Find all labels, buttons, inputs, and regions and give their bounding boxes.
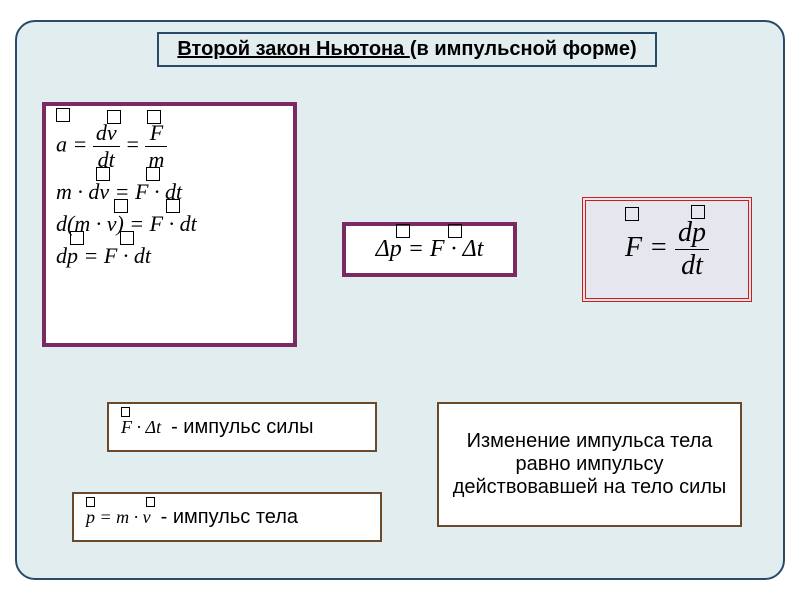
title-rest: (в импульсной форме) — [410, 38, 637, 60]
rf-den: dt — [675, 250, 709, 282]
statement-text: Изменение импульса тела равно импульсу д… — [451, 430, 728, 499]
title-underlined: Второй закон Ньютона — [177, 38, 409, 60]
slide-frame: Второй закон Ньютона (в импульсной форме… — [15, 20, 785, 580]
deriv-line-4: dp = F · dt — [56, 243, 283, 269]
derivation-box: a = dv dt = F m m · dv = F · dt d(m · v)… — [42, 102, 297, 347]
impulse-body-label: - импульс тела — [161, 506, 298, 529]
rf-lhs: F — [625, 232, 642, 263]
eq-a: a — [56, 132, 67, 157]
deriv-line-3: d(m · v) = F · dt — [56, 211, 283, 237]
impulse-body-box: p = m · v - импульс тела — [72, 492, 382, 542]
impulse-body-formula: p = m · v — [86, 507, 151, 528]
statement-box: Изменение импульса тела равно импульсу д… — [437, 402, 742, 527]
rf-num: dp — [678, 217, 706, 248]
impulse-force-formula: F · Δt — [121, 417, 161, 438]
deriv-line-1: a = dv dt = F m — [56, 120, 283, 173]
right-formula-box: F = dp dt — [582, 197, 752, 302]
title-box: Второй закон Ньютона (в импульсной форме… — [157, 32, 657, 67]
middle-formula-box: Δp = F · Δt — [342, 222, 517, 277]
impulse-force-box: F · Δt - импульс силы — [107, 402, 377, 452]
impulse-force-label: - импульс силы — [171, 416, 313, 439]
